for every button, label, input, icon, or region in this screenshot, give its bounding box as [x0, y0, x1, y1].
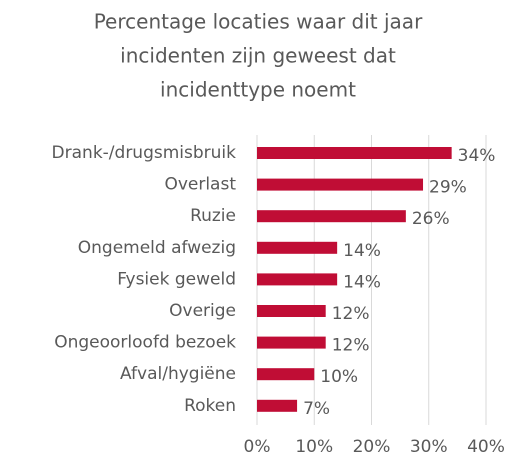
y-tick-label: Overige — [169, 301, 236, 321]
y-tick-label: Drank-/drugsmisbruik — [52, 143, 237, 163]
y-tick-label: Fysiek geweld — [117, 269, 236, 289]
data-label: 7% — [303, 399, 330, 419]
chart-title: Percentage locaties waar dit jaar — [94, 10, 423, 34]
bar — [257, 368, 315, 381]
data-label: 34% — [458, 146, 496, 166]
bar — [257, 305, 326, 317]
chart-title: incidenten zijn geweest dat — [120, 44, 396, 68]
data-label: 12% — [332, 336, 370, 356]
y-tick-label: Ruzie — [190, 206, 236, 226]
data-label: 10% — [320, 367, 358, 387]
y-tick-label: Roken — [184, 396, 236, 416]
y-tick-label: Ongeoorloofd bezoek — [54, 333, 236, 353]
data-label: 29% — [429, 178, 467, 198]
data-label: 14% — [343, 241, 381, 261]
bar — [257, 210, 406, 223]
chart-title: incidenttype noemt — [160, 78, 356, 102]
x-tick-label: 20% — [353, 437, 391, 457]
data-label: 12% — [332, 304, 370, 324]
data-label: 14% — [343, 272, 381, 292]
bar — [257, 273, 338, 286]
bar — [257, 178, 424, 191]
bar — [257, 147, 452, 159]
y-tick-label: Ongemeld afwezig — [78, 238, 236, 258]
bar — [257, 399, 298, 412]
y-tick-label: Overlast — [164, 175, 236, 195]
x-tick-label: 10% — [295, 437, 333, 457]
x-tick-label: 0% — [244, 437, 271, 457]
bar — [257, 336, 326, 349]
x-tick-label: 30% — [410, 437, 448, 457]
y-tick-label: Afval/hygiëne — [120, 364, 236, 384]
bar — [257, 241, 338, 254]
data-label: 26% — [412, 209, 450, 229]
x-tick-label: 40% — [467, 437, 505, 457]
